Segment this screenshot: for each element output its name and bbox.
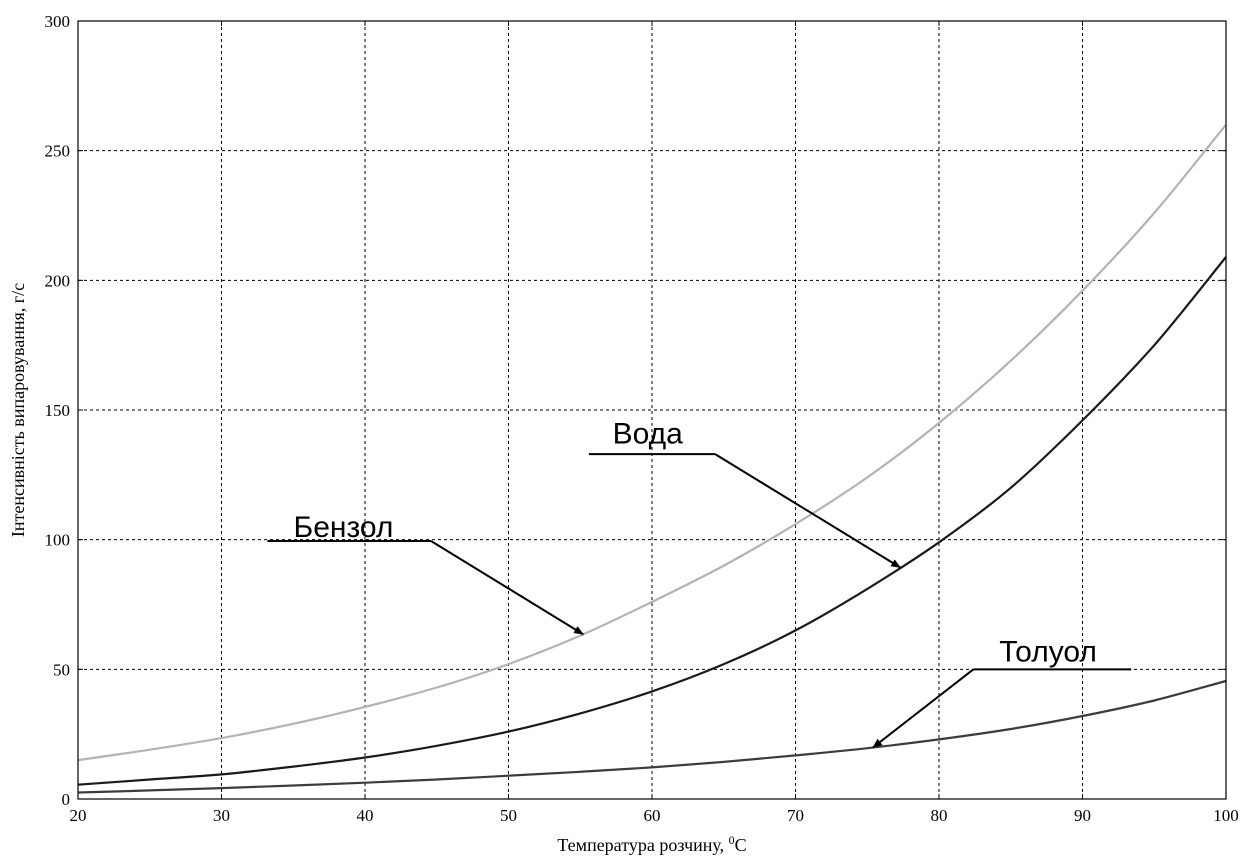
y-tick-label: 100 xyxy=(45,531,71,550)
annotation: Вода xyxy=(588,418,902,569)
y-tick-label: 250 xyxy=(45,142,71,161)
x-tick-label: 50 xyxy=(500,806,517,825)
y-tick-label: 150 xyxy=(45,401,71,420)
y-tick-label: 50 xyxy=(53,660,70,679)
x-tick-label: 100 xyxy=(1213,806,1239,825)
annotation-label: Толуол xyxy=(999,636,1097,669)
x-tick-label: 40 xyxy=(357,806,374,825)
y-tick-label: 0 xyxy=(62,790,71,809)
annotation-label: Бензол xyxy=(294,511,394,544)
plot-series xyxy=(77,124,1227,794)
series-line xyxy=(77,679,1227,794)
x-tick-label: 70 xyxy=(787,806,804,825)
x-axis-label: Температура розчину, 0C xyxy=(557,833,746,855)
annotation-label: Вода xyxy=(613,418,684,451)
annotation: Толуол xyxy=(872,636,1132,749)
y-tick-label: 300 xyxy=(45,12,71,31)
series-line xyxy=(77,256,1227,786)
y-tick-label: 200 xyxy=(45,271,71,290)
tick-labels: 20 30 40 50 60 70 80 90 100 0 50 100 150 200 250 300 xyxy=(45,12,1239,825)
series-line xyxy=(77,124,1227,762)
annotations: Бензол Вода Толуол xyxy=(267,418,1132,749)
annotation-arrow xyxy=(872,668,975,749)
annotation-arrow xyxy=(430,540,584,636)
grid xyxy=(78,21,1226,799)
y-axis-label: Інтенсивність випаровування, г/с xyxy=(8,283,28,537)
annotation-arrow xyxy=(714,453,902,569)
annotation: Бензол xyxy=(267,511,584,636)
x-tick-label: 60 xyxy=(644,806,661,825)
x-tick-label: 90 xyxy=(1074,806,1091,825)
x-tick-label: 20 xyxy=(70,806,87,825)
x-tick-label: 80 xyxy=(931,806,948,825)
x-tick-label: 30 xyxy=(213,806,230,825)
